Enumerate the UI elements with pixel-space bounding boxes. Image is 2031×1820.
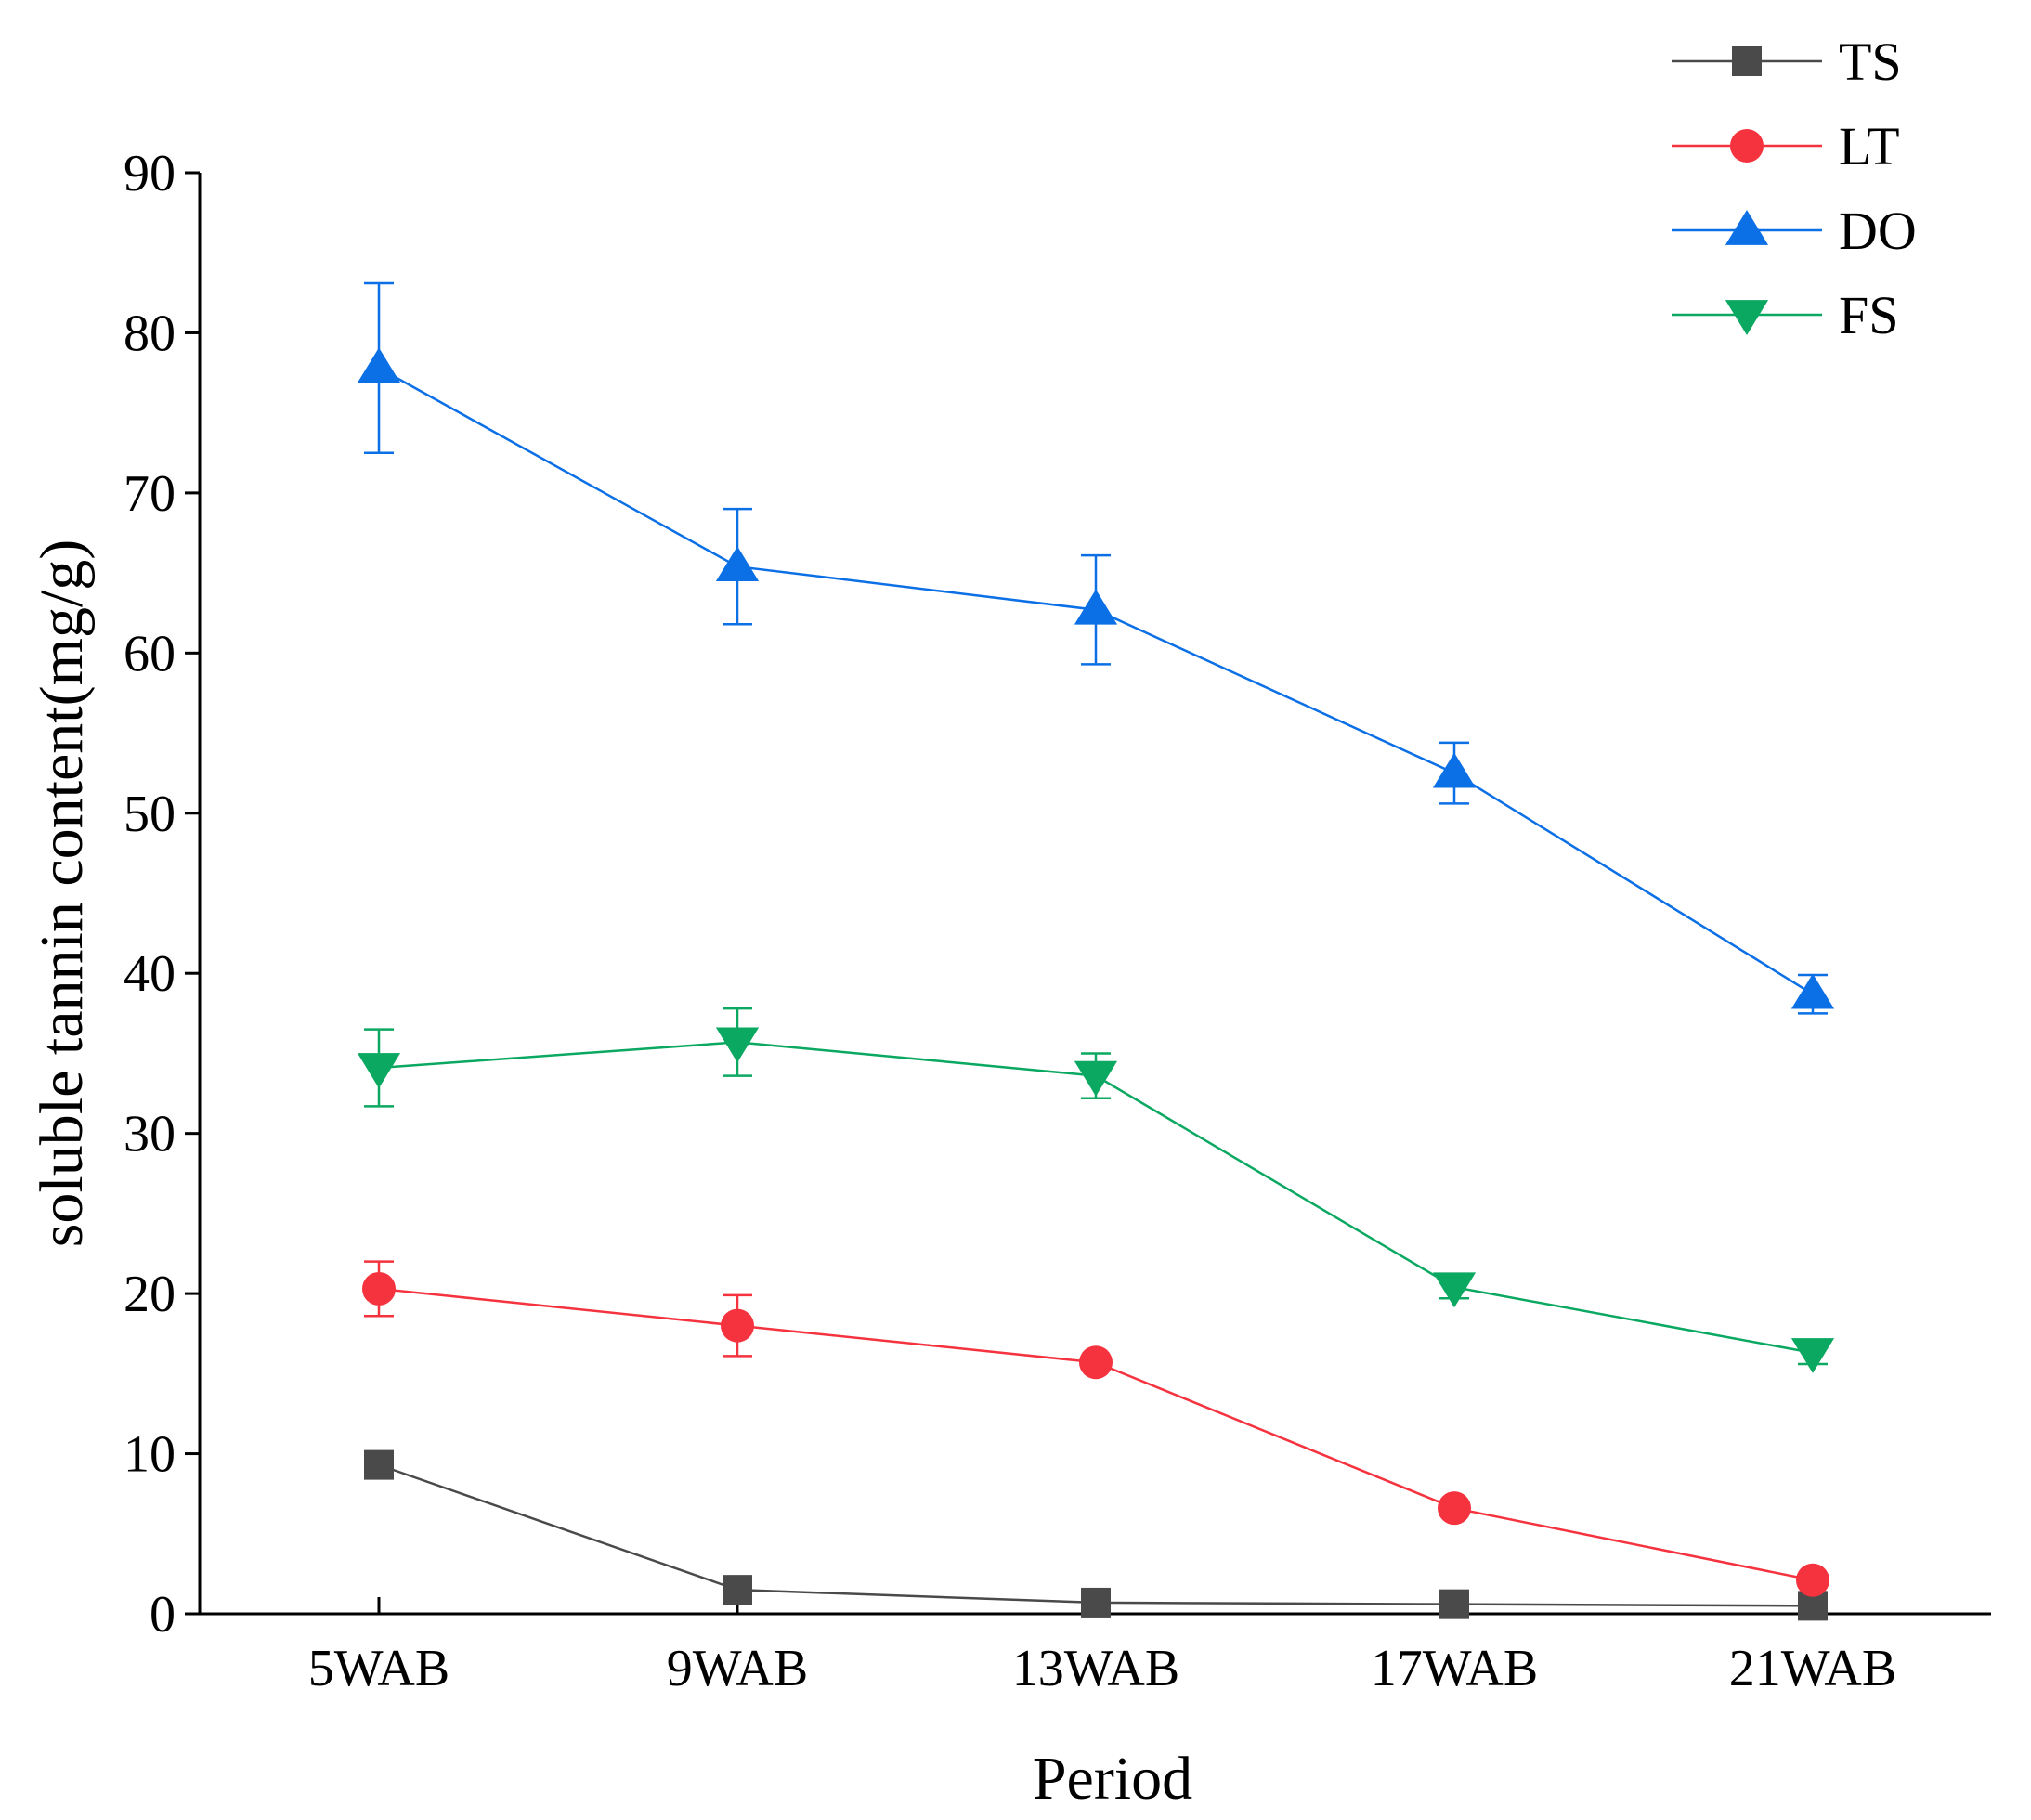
data-point-fs (1432, 1272, 1477, 1308)
data-point-do (1432, 752, 1477, 788)
y-tick-label: 30 (124, 1106, 176, 1164)
series-do (357, 281, 1835, 1015)
y-tick-label: 40 (124, 945, 176, 1003)
x-axis-title: Period (1033, 1745, 1192, 1813)
data-point-ts (1439, 1589, 1469, 1619)
data-point-lt (1796, 1563, 1829, 1597)
data-point-fs (715, 1027, 760, 1063)
legend-marker-do (1725, 210, 1769, 245)
legend-label-lt: LT (1839, 116, 1900, 176)
y-tick-label: 70 (124, 465, 176, 523)
data-point-lt (721, 1308, 754, 1343)
legend-label-ts: TS (1839, 32, 1902, 92)
data-point-do (1790, 973, 1835, 1009)
x-tick-label: 13WAB (1012, 1640, 1179, 1697)
data-point-do (1074, 589, 1118, 625)
legend: TS LT DO FS (1672, 32, 1917, 345)
series-line-ts (378, 1463, 1814, 1607)
x-tick-label: 21WAB (1729, 1640, 1896, 1697)
y-ticks: 0 10 20 30 40 50 60 70 80 90 (124, 145, 200, 1644)
data-point-ts (723, 1575, 752, 1606)
legend-marker-ts (1732, 46, 1762, 76)
legend-label-fs: FS (1839, 285, 1899, 345)
data-point-lt (1079, 1346, 1113, 1380)
y-tick-label: 90 (124, 145, 176, 202)
series-layer (357, 281, 1835, 1621)
data-point-lt (362, 1271, 396, 1306)
data-point-ts (364, 1450, 394, 1480)
data-point-fs (357, 1053, 401, 1088)
y-axis-title: soluble tannin content(mg/g) (28, 540, 96, 1248)
series-line-lt (378, 1287, 1814, 1582)
y-tick-label: 20 (124, 1266, 176, 1323)
x-tick-label: 17WAB (1371, 1640, 1538, 1697)
data-point-do (715, 546, 760, 582)
legend-marker-fs (1725, 300, 1769, 335)
data-point-ts (1081, 1587, 1111, 1618)
data-point-do (357, 347, 401, 384)
x-tick-label: 5WAB (308, 1640, 449, 1697)
x-tick-label: 9WAB (667, 1640, 808, 1697)
x-ticks: 5WAB 9WAB 13WAB 17WAB 21WAB (308, 1597, 1896, 1697)
y-tick-label: 80 (124, 305, 176, 362)
series-lt (362, 1260, 1829, 1597)
y-tick-label: 10 (124, 1426, 176, 1484)
axes (198, 173, 1991, 1616)
data-point-fs (1790, 1338, 1835, 1373)
legend-label-do: DO (1839, 201, 1917, 261)
series-ts (364, 1450, 1828, 1621)
y-tick-label: 50 (124, 786, 176, 843)
y-tick-label: 0 (150, 1586, 176, 1644)
legend-marker-lt (1730, 129, 1764, 162)
data-point-lt (1438, 1491, 1471, 1526)
y-tick-label: 60 (124, 625, 176, 682)
data-point-fs (1074, 1060, 1118, 1097)
series-line-do (378, 367, 1814, 995)
series-fs (357, 1007, 1835, 1373)
